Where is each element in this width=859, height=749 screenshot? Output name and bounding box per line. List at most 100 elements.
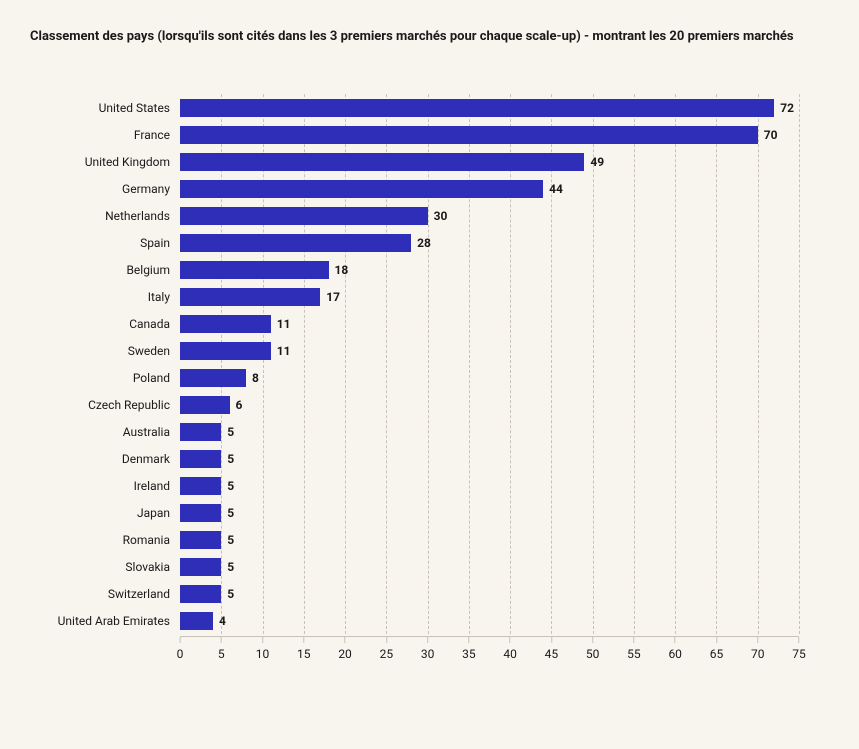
bar-value-label: 5 xyxy=(227,533,234,547)
x-axis-tick-mark xyxy=(345,637,346,643)
bar xyxy=(180,612,213,630)
x-axis-tick-label: 20 xyxy=(338,647,352,661)
x-axis-tick-mark xyxy=(675,637,676,643)
bar-value-label: 72 xyxy=(780,101,794,115)
x-axis-tick: 50 xyxy=(586,637,600,661)
bar-value-label: 11 xyxy=(277,344,291,358)
x-axis-tick: 25 xyxy=(380,637,394,661)
bar xyxy=(180,234,411,252)
bar-value-label: 4 xyxy=(219,614,226,628)
bar xyxy=(180,342,271,360)
x-axis-tick: 30 xyxy=(421,637,435,661)
bar-row: Canada11 xyxy=(180,310,799,337)
x-axis-tick-mark xyxy=(427,637,428,643)
x-axis-tick-mark xyxy=(799,637,800,643)
bar-value-label: 6 xyxy=(236,398,243,412)
chart-title: Classement des pays (lorsqu'ils sont cit… xyxy=(30,28,810,46)
bar-row: Denmark5 xyxy=(180,445,799,472)
x-axis-tick-mark xyxy=(221,637,222,643)
bar xyxy=(180,585,221,603)
bar xyxy=(180,153,584,171)
x-axis-tick: 35 xyxy=(462,637,476,661)
bar xyxy=(180,504,221,522)
x-axis-tick-label: 45 xyxy=(545,647,559,661)
x-axis-tick-label: 5 xyxy=(218,647,225,661)
bar xyxy=(180,261,329,279)
x-axis-tick-label: 60 xyxy=(668,647,682,661)
bar-row: Germany44 xyxy=(180,175,799,202)
bar-row: France70 xyxy=(180,121,799,148)
x-axis-tick-label: 70 xyxy=(751,647,765,661)
bar-row: Poland8 xyxy=(180,364,799,391)
bar-category-label: Spain xyxy=(140,236,180,250)
bar-value-label: 30 xyxy=(434,209,448,223)
bar-row: Japan5 xyxy=(180,499,799,526)
bar-category-label: Australia xyxy=(123,425,180,439)
bar-value-label: 18 xyxy=(335,263,349,277)
x-axis-tick-label: 40 xyxy=(503,647,517,661)
x-axis-tick-mark xyxy=(633,637,634,643)
bar xyxy=(180,126,758,144)
x-axis-tick-mark xyxy=(386,637,387,643)
x-axis-tick-label: 55 xyxy=(627,647,641,661)
bar-value-label: 5 xyxy=(227,425,234,439)
bar-row: Belgium18 xyxy=(180,256,799,283)
x-axis-tick-label: 65 xyxy=(710,647,724,661)
x-axis-tick: 15 xyxy=(297,637,311,661)
bar-category-label: Belgium xyxy=(126,263,180,277)
bar-value-label: 5 xyxy=(227,560,234,574)
bar-value-label: 17 xyxy=(326,290,340,304)
bar xyxy=(180,531,221,549)
bar xyxy=(180,99,774,117)
x-axis-tick: 0 xyxy=(177,637,184,661)
bar-value-label: 5 xyxy=(227,587,234,601)
x-axis-tick-mark xyxy=(592,637,593,643)
bar xyxy=(180,315,271,333)
x-axis-tick: 5 xyxy=(218,637,225,661)
x-axis-tick: 10 xyxy=(256,637,270,661)
x-axis-tick-mark xyxy=(551,637,552,643)
x-axis-tick-mark xyxy=(757,637,758,643)
bar-category-label: Czech Republic xyxy=(88,398,180,412)
x-axis-tick-mark xyxy=(303,637,304,643)
bar-row: Netherlands30 xyxy=(180,202,799,229)
bar-row: Ireland5 xyxy=(180,472,799,499)
x-axis-tick-mark xyxy=(262,637,263,643)
bar-category-label: Slovakia xyxy=(125,560,180,574)
bar xyxy=(180,180,543,198)
bar-row: United States72 xyxy=(180,94,799,121)
bar-row: Italy17 xyxy=(180,283,799,310)
x-axis-tick-label: 75 xyxy=(792,647,806,661)
bar-row: Sweden11 xyxy=(180,337,799,364)
bar-value-label: 70 xyxy=(764,128,778,142)
bar xyxy=(180,396,230,414)
bar-row: Romania5 xyxy=(180,526,799,553)
bar-category-label: Italy xyxy=(148,290,180,304)
bar-row: United Kingdom49 xyxy=(180,148,799,175)
chart-bars: United States72France70United Kingdom49G… xyxy=(180,94,799,634)
x-axis-tick-label: 35 xyxy=(462,647,476,661)
x-axis-tick: 70 xyxy=(751,637,765,661)
bar-value-label: 5 xyxy=(227,452,234,466)
x-axis-tick: 40 xyxy=(503,637,517,661)
bar-value-label: 49 xyxy=(590,155,604,169)
bar-value-label: 44 xyxy=(549,182,563,196)
bar xyxy=(180,207,428,225)
chart-plot-area: United States72France70United Kingdom49G… xyxy=(180,94,799,664)
grid-line xyxy=(799,94,800,634)
bar-row: Switzerland5 xyxy=(180,580,799,607)
x-axis-tick-label: 15 xyxy=(297,647,311,661)
x-axis-tick: 75 xyxy=(792,637,806,661)
bar-row: Czech Republic6 xyxy=(180,391,799,418)
bar-category-label: Romania xyxy=(123,533,180,547)
x-axis-tick: 20 xyxy=(338,637,352,661)
bar xyxy=(180,423,221,441)
bar-row: Australia5 xyxy=(180,418,799,445)
bar xyxy=(180,288,320,306)
bar-category-label: United States xyxy=(99,101,180,115)
x-axis-tick-mark xyxy=(180,637,181,643)
bar-category-label: Canada xyxy=(129,317,180,331)
x-axis-tick: 55 xyxy=(627,637,641,661)
x-axis-tick: 65 xyxy=(710,637,724,661)
bar-value-label: 5 xyxy=(227,506,234,520)
